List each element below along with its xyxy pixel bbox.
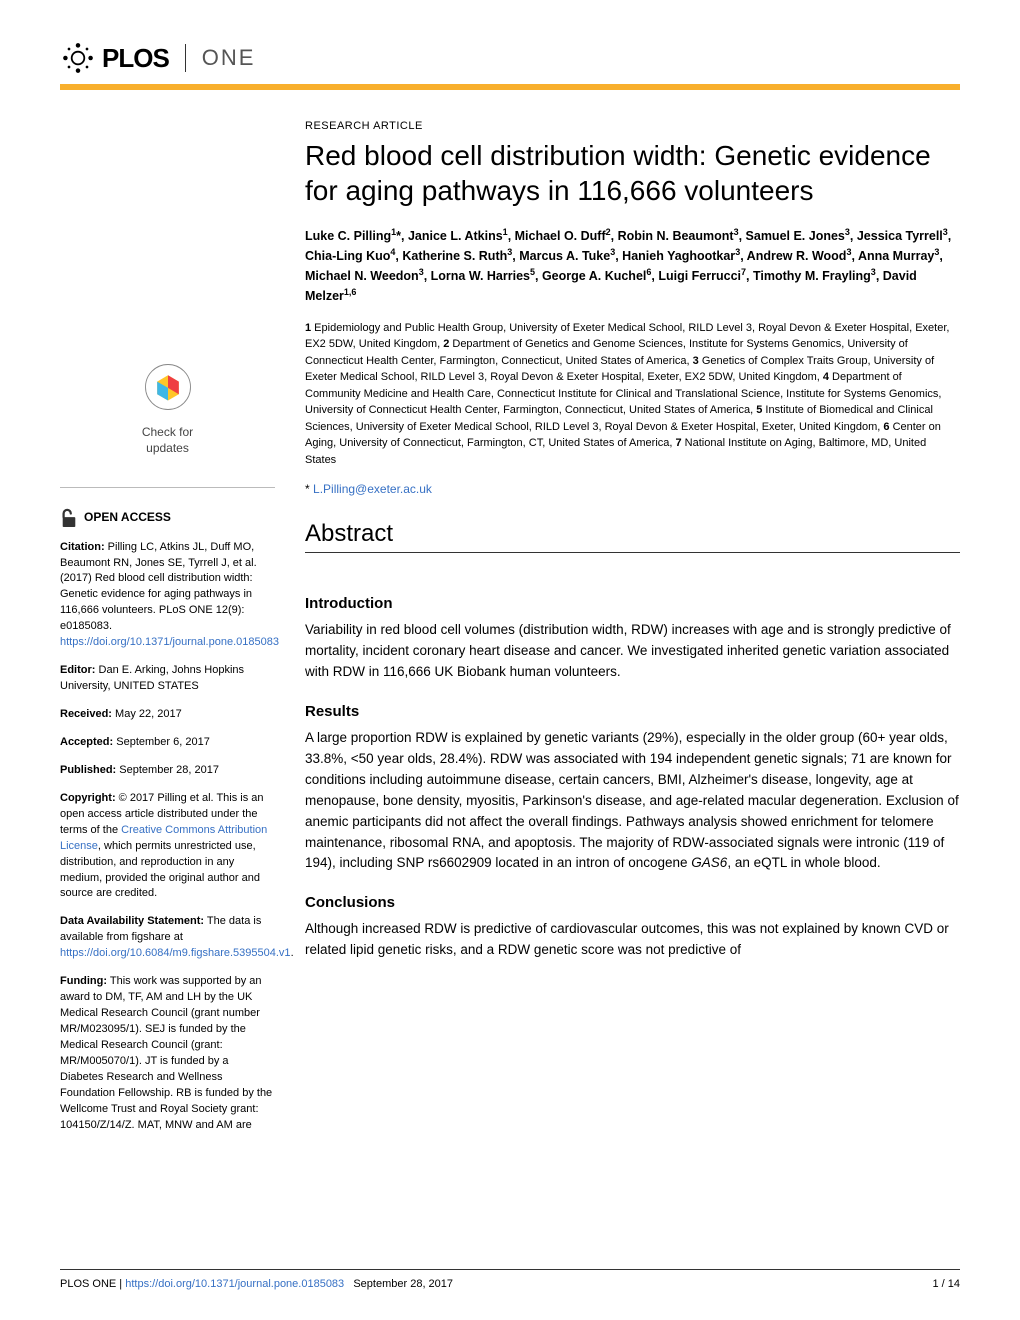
citation-block: Citation: Pilling LC, Atkins JL, Duff MO…	[60, 540, 275, 652]
check-updates-widget[interactable]: Check for updates	[60, 360, 275, 457]
copyright-block: Copyright: © 2017 Pilling et al. This is…	[60, 791, 275, 903]
journal-name-primary: PLOS	[102, 43, 169, 74]
abstract-section-introduction: Introduction Variability in red blood ce…	[305, 595, 960, 683]
article-type: RESEARCH ARTICLE	[305, 120, 960, 132]
funding-block: Funding: This work was supported by an a…	[60, 974, 275, 1133]
header-divider	[185, 44, 186, 72]
open-access-badge: OPEN ACCESS	[60, 508, 275, 528]
correspondence: * L.Pilling@exeter.ac.uk	[305, 482, 960, 496]
editor-block: Editor: Dan E. Arking, Johns Hopkins Uni…	[60, 663, 275, 695]
main-content: RESEARCH ARTICLE Red blood cell distribu…	[305, 120, 960, 1146]
figshare-link[interactable]: https://doi.org/10.6084/m9.figshare.5395…	[60, 947, 291, 959]
check-updates-line2: updates	[146, 441, 189, 455]
correspondence-email-link[interactable]: L.Pilling@exeter.ac.uk	[313, 482, 432, 496]
abstract-section-results: Results A large proportion RDW is explai…	[305, 703, 960, 874]
results-text: A large proportion RDW is explained by g…	[305, 728, 960, 874]
article-title: Red blood cell distribution width: Genet…	[305, 138, 960, 208]
conclusions-heading: Conclusions	[305, 894, 960, 911]
affiliations: 1 Epidemiology and Public Health Group, …	[305, 320, 960, 469]
sidebar-divider	[60, 487, 275, 488]
open-lock-icon	[60, 508, 78, 528]
footer-date: September 28, 2017	[353, 1278, 453, 1290]
citation-doi-link[interactable]: https://doi.org/10.1371/journal.pone.018…	[60, 636, 279, 648]
plos-logo: PLOS	[60, 40, 169, 76]
page-number: 1 / 14	[932, 1278, 960, 1290]
sidebar: Check for updates OPEN ACCESS Citation: …	[60, 120, 275, 1146]
check-updates-line1: Check for	[142, 425, 193, 439]
accent-bar	[60, 84, 960, 90]
data-availability-block: Data Availability Statement: The data is…	[60, 914, 275, 962]
intro-heading: Introduction	[305, 595, 960, 612]
abstract-heading: Abstract	[305, 520, 960, 575]
received-block: Received: May 22, 2017	[60, 707, 275, 723]
footer-doi-link[interactable]: https://doi.org/10.1371/journal.pone.018…	[125, 1278, 344, 1290]
abstract-section-conclusions: Conclusions Although increased RDW is pr…	[305, 894, 960, 961]
crossref-check-icon	[141, 360, 195, 414]
journal-header: PLOS ONE	[60, 40, 960, 76]
results-heading: Results	[305, 703, 960, 720]
open-access-label: OPEN ACCESS	[84, 509, 171, 526]
footer-journal: PLOS ONE |	[60, 1278, 125, 1290]
conclusions-text: Although increased RDW is predictive of …	[305, 919, 960, 961]
published-block: Published: September 28, 2017	[60, 763, 275, 779]
page-footer: PLOS ONE | https://doi.org/10.1371/journ…	[60, 1269, 960, 1290]
journal-name-secondary: ONE	[202, 45, 256, 71]
author-list: Luke C. Pilling1*, Janice L. Atkins1, Mi…	[305, 226, 960, 306]
accepted-block: Accepted: September 6, 2017	[60, 735, 275, 751]
intro-text: Variability in red blood cell volumes (d…	[305, 620, 960, 683]
plos-mark-icon	[60, 40, 96, 76]
